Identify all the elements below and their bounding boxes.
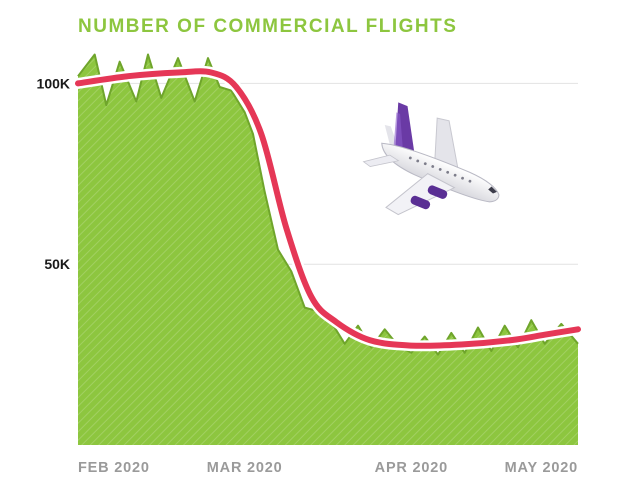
y-tick-label: 50K xyxy=(44,256,70,272)
trend-line-group xyxy=(72,65,584,352)
x-tick-label: MAR 2020 xyxy=(207,460,283,476)
airplane-icon xyxy=(362,102,500,216)
x-tick-label: MAY 2020 xyxy=(505,460,578,476)
x-axis: FEB 2020 MAR 2020 APR 2020 MAY 2020 xyxy=(78,460,578,476)
y-axis: 100K 50K xyxy=(37,75,70,272)
x-tick-label: APR 2020 xyxy=(375,460,448,476)
flights-area xyxy=(77,53,579,445)
x-tick-label: FEB 2020 xyxy=(78,460,150,476)
trend-line xyxy=(75,68,581,349)
area-texture xyxy=(78,54,578,445)
chart-title: NUMBER OF COMMERCIAL FLIGHTS xyxy=(78,16,458,37)
y-tick-label: 100K xyxy=(37,75,70,91)
